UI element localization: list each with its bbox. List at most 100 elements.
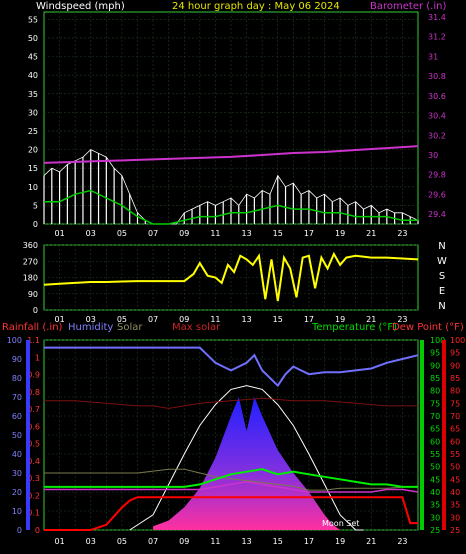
x-tick-label: 15 (273, 229, 283, 238)
x-tick-label: 01 (54, 537, 64, 546)
humidity-tick-label: 30 (12, 469, 22, 478)
x-tick-label: 13 (241, 315, 251, 324)
x-tick-label: 03 (86, 315, 96, 324)
x-tick-label: 07 (148, 315, 158, 324)
wind-tick-label: 40 (28, 71, 38, 80)
solar-label: Solar (117, 322, 143, 333)
wind-direction-line (43, 251, 419, 302)
temp-tick-label: 65 (430, 425, 440, 434)
dewpoint-tick-label: 55 (450, 450, 460, 459)
baro-tick-label: 29.4 (428, 210, 446, 219)
x-tick-label: 21 (366, 229, 376, 238)
dewpoint-trace-line (44, 397, 418, 409)
temp-tick-label: 90 (430, 361, 440, 370)
x-tick-label: 21 (366, 315, 376, 324)
rain-tick-label: 0.7 (27, 405, 40, 414)
windspeed-label: Windspeed (mph) (36, 1, 125, 12)
dewpoint-label: Dew Point (°F) (392, 322, 464, 333)
rain-tick-label: 0.9 (27, 371, 40, 380)
dewpoint-tick-label: 35 (450, 501, 460, 510)
wind-tick-label: 10 (28, 183, 38, 192)
x-tick-label: 23 (397, 229, 407, 238)
wind-average-line (44, 189, 418, 225)
dewpoint-tick-label: 75 (450, 399, 460, 408)
direction-tick-label: 0 (33, 306, 38, 315)
x-tick-label: 15 (273, 315, 283, 324)
rain-tick-label: 0.1 (27, 509, 40, 518)
rain-tick-label: 0.4 (27, 457, 40, 466)
temp-tick-label: 60 (430, 437, 440, 446)
dewpoint-axis-bar (442, 340, 446, 530)
rain-tick-label: 0 (35, 526, 40, 535)
wind-gust-line (43, 149, 419, 225)
x-tick-label: 03 (86, 537, 96, 546)
dewpoint-tick-label: 95 (450, 349, 460, 358)
x-tick-label: 01 (54, 229, 64, 238)
temp-tick-label: 40 (430, 488, 440, 497)
wind-tick-label: 50 (28, 34, 38, 43)
baro-tick-label: 29.8 (428, 171, 446, 180)
baro-tick-label: 30.6 (428, 92, 446, 101)
temperature-label: Temperature (°F) (311, 322, 397, 333)
dewpoint-tick-label: 45 (450, 475, 460, 484)
dewpoint-tick-label: 85 (450, 374, 460, 383)
barometer-line (43, 145, 419, 164)
dewpoint-tick-label: 60 (450, 437, 460, 446)
temp-tick-label: 100 (430, 336, 445, 345)
x-tick-label: 19 (335, 315, 345, 324)
rain-tick-label: 0.3 (27, 474, 40, 483)
compass-label: S (439, 271, 445, 282)
baro-tick-label: 31.4 (428, 13, 446, 22)
compass-label: N (438, 301, 445, 312)
direction-tick-label: 180 (23, 274, 38, 283)
humidity-tick-label: 80 (12, 374, 22, 383)
direction-tick-label: 270 (23, 257, 38, 266)
temp-tick-label: 80 (430, 387, 440, 396)
baro-tick-label: 29.6 (428, 190, 446, 199)
dewpoint-tick-label: 40 (450, 488, 460, 497)
direction-tick-label: 360 (23, 241, 38, 250)
humidity-tick-label: 0 (17, 526, 22, 535)
x-tick-label: 23 (397, 537, 407, 546)
moon-set-label: Moon Set (322, 519, 359, 528)
temp-tick-label: 75 (430, 399, 440, 408)
x-tick-label: 13 (241, 229, 251, 238)
x-tick-label: 23 (397, 315, 407, 324)
temperature-line (44, 468, 418, 488)
humidity-tick-label: 20 (12, 488, 22, 497)
rainfall-line (44, 496, 418, 531)
x-tick-label: 05 (117, 315, 127, 324)
humidity-tick-label: 100 (7, 336, 22, 345)
temp-tick-label: 85 (430, 374, 440, 383)
x-tick-label: 17 (304, 315, 314, 324)
temp-tick-label: 95 (430, 349, 440, 358)
compass-label: N (438, 241, 445, 252)
x-tick-label: 11 (210, 537, 220, 546)
wind-tick-label: 15 (28, 164, 38, 173)
x-tick-label: 09 (179, 315, 189, 324)
rain-tick-label: 1 (35, 353, 40, 362)
rain-tick-label: 0.5 (27, 440, 40, 449)
dewpoint-line (44, 481, 419, 493)
wind-tick-label: 45 (28, 53, 38, 62)
dewpoint-tick-label: 65 (450, 425, 460, 434)
x-tick-label: 17 (304, 229, 314, 238)
x-tick-label: 09 (179, 229, 189, 238)
x-tick-label: 05 (117, 229, 127, 238)
wind-tick-label: 25 (28, 127, 38, 136)
wind-tick-label: 0 (33, 220, 38, 229)
humidity-tick-label: 90 (12, 355, 22, 364)
humidity-tick-label: 60 (12, 412, 22, 421)
x-tick-label: 07 (148, 229, 158, 238)
humidity-tick-label: 70 (12, 393, 22, 402)
dewpoint-tick-label: 50 (450, 463, 460, 472)
baro-tick-label: 31 (428, 52, 438, 61)
temp-tick-label: 30 (430, 513, 440, 522)
wind-tick-label: 55 (28, 15, 38, 24)
humidity-tick-label: 50 (12, 431, 22, 440)
dewpoint-tick-label: 80 (450, 387, 460, 396)
humidity-label: Humidity (68, 322, 113, 333)
x-tick-label: 11 (210, 315, 220, 324)
